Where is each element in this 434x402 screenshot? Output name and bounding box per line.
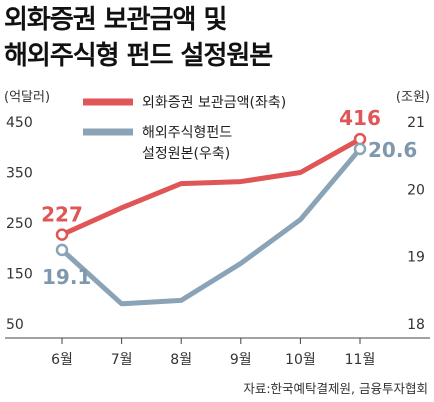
x-tick-label: 11월 [345,352,376,368]
data-label-blue-start: 19.1 [42,265,91,289]
right-tick-label: 19 [407,250,425,266]
left-tick-label: 250 [6,216,33,232]
left-tick-label: 150 [6,267,33,283]
right-tick-label: 20 [407,182,425,198]
legend-label-blue-line-1: 해외주식형펀드 [142,125,232,141]
legend-label-blue-line-2: 설정원본(우축) [142,146,230,162]
point-marker-blue [55,243,69,257]
x-tick-label: 7월 [111,352,133,368]
right-tick-label: 18 [407,317,425,333]
chart-title: 외화증권 보관금액 및 해외주식형 펀드 설정원본 [4,2,432,74]
series-line-blue [60,147,362,307]
point-marker-blue [353,142,367,156]
data-label-blue-end: 20.6 [368,138,417,162]
right-axis-unit: (조원) [396,90,430,105]
data-label-red-start: 227 [41,203,83,227]
left-tick-label: 350 [6,166,33,182]
left-axis-unit: (억달러) [4,90,50,105]
point-marker-red [353,132,367,146]
left-tick-label: 50 [6,317,24,333]
point-marker-red [55,228,69,241]
source-note: 자료:한국예탁결제원, 금융투자협회 [243,381,428,396]
x-tick-label: 6월 [51,352,73,368]
right-tick-label: 21 [407,115,425,131]
legend-label-red: 외화증권 보관금액(좌축) [142,95,286,111]
x-tick-label: 10월 [285,352,316,368]
x-tick-label: 8월 [170,352,192,368]
title-line-2: 해외주식형 펀드 설정원본 [4,41,273,71]
series-line-red [60,136,362,237]
data-label-red-end: 416 [339,106,381,130]
title-line-1: 외화증권 보관금액 및 [4,5,227,35]
left-tick-label: 450 [6,115,33,131]
x-tick-label: 9월 [230,352,252,368]
